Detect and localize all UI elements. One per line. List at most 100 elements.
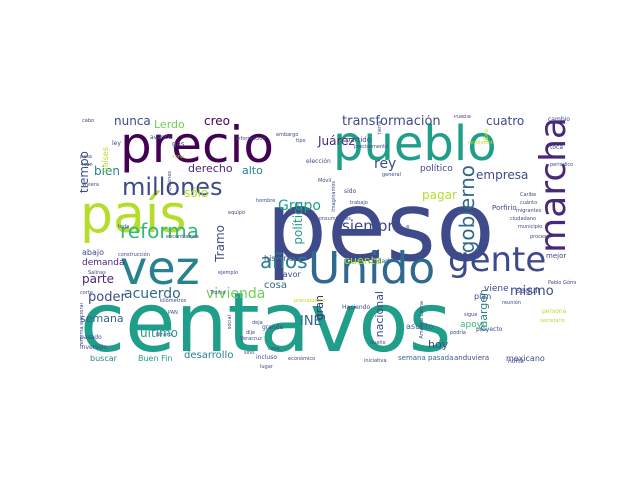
word-vez: vez [120,241,200,295]
word-nunca: nunca [114,115,151,128]
word-politico: político [420,164,453,174]
word-porfirio: Porfirio [492,204,517,212]
word-inversion: inversión [80,344,108,351]
word-sido: sido [344,188,357,195]
word-buen-fin: Buen Fin [138,354,173,363]
word-pais: país [80,185,187,245]
word-incluso: incluso [256,354,278,361]
word-reunion: reunión [502,300,521,306]
word-seguir: seguir [516,286,541,295]
word-cuanto: cuánto [520,200,538,206]
word-siempre: siempre [342,217,403,235]
word-informacion: información [236,136,266,142]
word-veracruz: Veracruz [240,336,262,342]
word-norte: norte [508,358,524,365]
word-pablo-gomez: Pablo Gómez [548,280,576,286]
word-revolucion: revolución [468,140,494,146]
word-solo: sólo [184,186,209,200]
word-mejor: mejor [546,252,567,260]
word-imaginamos: Imaginamos [331,181,337,212]
word-america-latina: América Latina [419,301,425,339]
word-llega: llega [405,225,411,238]
word-general: general [382,172,402,178]
word-empresa: empresa [476,168,529,182]
word-puebla: Puebla [454,115,471,120]
word-ciudadano: ciudadano [510,216,537,222]
word-ine: INE [300,314,322,329]
word-tramo: Tramo [213,225,227,262]
word-movil: Móvil [318,178,332,184]
word-creo: creo [204,115,230,128]
word-pueblo: pueblo [333,116,497,172]
word-cosa: cosa [264,280,287,291]
word-viviera: viviera [82,182,99,188]
word-anos: años [260,249,308,273]
word-toda: toda [118,224,130,230]
word-ultimo: último [140,326,179,340]
word-buscar: buscar [90,354,117,363]
word-gobierno: gobierno [455,165,479,254]
word-semana-pasada: semana pasada [398,354,454,362]
word-transformacion: transformación [342,115,441,129]
word-precisamente: precisamente [354,144,389,150]
word-juarez: Juárez [318,134,355,148]
word-viene: viene [484,284,509,294]
word-dije: dije [246,330,256,336]
word-economico: económico [288,356,316,362]
word-gente: gente [448,240,547,280]
word-municipio: municipio [518,224,543,230]
word-desarrollo: desarrollo [184,350,234,361]
word-zona: zona [172,154,184,160]
word-reforma-electoral: reforma electoral [80,303,85,347]
word-toca: toca [550,144,563,151]
word-hoy: hoy [428,338,449,351]
word-podria: podría [450,330,466,336]
word-cabo: cabo [82,118,95,124]
word-paises: países [101,147,110,173]
word-sigue: sigue [464,312,478,318]
word-tierra: tierra [377,121,383,135]
word-asunto: asunto [406,322,434,331]
word-trabajo: trabajo [350,200,368,206]
word-cuatro: cuatro [486,115,525,128]
word-vivienda: vivienda [206,286,266,302]
word-hombre: hombre [256,198,276,204]
word-trump: Trump [210,290,226,296]
word-parte: parte [82,272,114,286]
word-pasa: pasa [80,154,92,160]
word-grupo: Grupo [278,198,321,214]
word-deja: deja [252,320,263,326]
word-construccion: construcción [118,252,150,258]
word-grande: grande [262,324,284,331]
word-periodico: periódico [550,162,574,168]
word-cloud: peso centavos precio pueblo país vez Unido gent… [80,115,576,369]
word-alto: alto [242,164,263,177]
word-demanda: demanda [82,258,125,268]
word-tipo: tipo [296,138,306,144]
word-politica: política [291,201,305,245]
word-encontramos: encontramos [166,234,199,240]
word-lugar: lugar [260,364,273,370]
word-persona: persona [542,308,567,315]
word-centavos: centavos [80,276,452,369]
word-lerdo: Lerdo [154,118,185,131]
word-cambio: cambio [548,116,570,123]
word-salinas: Salinas [88,270,106,276]
word-dinero: dinero [156,332,172,338]
word-saber: saber [395,211,401,225]
word-dueno: dueño [370,340,386,346]
word-ixan: Ixan [82,162,93,168]
word-historia: historia [264,254,294,263]
word-corte: corte [80,290,93,296]
word-bien: bien [94,164,120,178]
word-apoyo: apoyo [460,320,488,330]
word-mexicano: mexicano [506,354,545,363]
word-avance: avance [150,134,172,141]
word-rey: rey [374,156,397,172]
word-poder: poder [88,290,126,305]
word-semana: semana [80,312,124,325]
word-embargo: embargo [276,132,299,138]
word-ciudad: Ciudad [368,258,389,265]
word-unido: Unido [308,243,436,294]
word-peso: peso [266,171,495,283]
